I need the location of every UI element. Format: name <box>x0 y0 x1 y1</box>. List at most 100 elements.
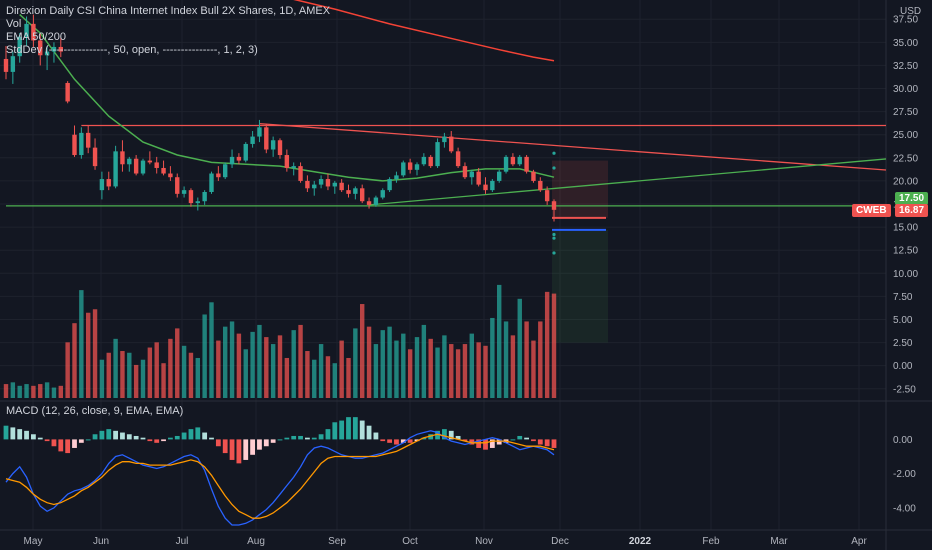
candle-body <box>44 51 50 56</box>
volume-bar <box>24 384 29 398</box>
volume-bar <box>264 337 269 398</box>
candle-body <box>421 156 427 165</box>
candle-body <box>449 136 454 152</box>
macd-histogram-bar <box>106 429 112 440</box>
volume-bar <box>531 340 536 398</box>
candle-body <box>462 166 468 178</box>
candle-body <box>312 184 317 189</box>
macd-histogram-bar <box>65 439 71 454</box>
macd-histogram-bar <box>551 439 557 448</box>
candle-body <box>428 156 433 167</box>
candle-body <box>51 46 57 52</box>
macd-histogram-bar <box>455 435 461 440</box>
volume-bar <box>414 337 420 398</box>
macd-histogram-bar <box>161 439 166 442</box>
macd-histogram-bar <box>428 434 434 440</box>
price-tick-label: 15.00 <box>893 223 918 234</box>
volume-bar <box>380 330 385 398</box>
volume-bar <box>524 321 529 398</box>
candle-body <box>497 171 502 181</box>
chart-title: Direxion Daily CSI China Internet Index … <box>6 5 331 17</box>
macd-histogram-bar <box>476 439 482 448</box>
volume-bar <box>538 321 543 398</box>
volume-bar <box>284 357 290 398</box>
volume-bar <box>442 335 447 398</box>
candle-body <box>86 132 91 148</box>
volume-bar <box>449 344 454 398</box>
macd-histogram-bar <box>236 439 242 464</box>
macd-histogram-bar <box>400 439 406 443</box>
macd-histogram-bar <box>243 439 249 460</box>
macd-histogram-bar <box>346 417 351 440</box>
candle-body <box>236 156 242 161</box>
price-tick-label: 25.00 <box>893 130 918 141</box>
price-tick-label: 37.50 <box>893 15 918 26</box>
candle-body <box>168 173 173 178</box>
volume-bar <box>277 335 283 398</box>
volume-bar <box>401 333 406 398</box>
candle-body <box>92 147 98 167</box>
macd-histogram-bar <box>202 432 208 440</box>
candle-body <box>401 162 406 176</box>
trendline <box>368 158 887 206</box>
macd-tick-label: -4.00 <box>893 503 916 514</box>
macd-histogram-bar <box>387 439 392 443</box>
volume-bar <box>373 344 379 398</box>
macd-histogram-bar <box>298 435 303 440</box>
macd-histogram-bar <box>209 437 214 440</box>
candle-body <box>524 156 529 172</box>
price-tick-label: 22.50 <box>893 153 918 164</box>
volume-bar <box>421 324 427 398</box>
volume-bar <box>544 291 550 398</box>
candle-body <box>435 142 440 167</box>
candle-body <box>298 166 303 181</box>
candle-body <box>510 156 516 165</box>
candle-body <box>544 190 550 202</box>
candle-body <box>394 175 399 180</box>
macd-histogram-bar <box>510 439 516 441</box>
volume-bar <box>65 342 70 398</box>
stddev-dot <box>552 166 556 170</box>
candle-body <box>72 134 77 156</box>
macd-histogram-bar <box>496 439 502 445</box>
macd-histogram-bar <box>92 434 98 440</box>
macd-histogram-bar <box>263 439 269 447</box>
volume-bar <box>257 324 262 398</box>
macd-histogram-bar <box>44 439 50 442</box>
candle-body <box>154 162 159 168</box>
candle-body <box>360 188 365 202</box>
volume-bar <box>462 344 468 398</box>
price-badge-green: 17.50 <box>895 192 929 205</box>
candle-body <box>188 190 194 204</box>
candle-body <box>503 156 509 172</box>
volume-bar <box>31 385 36 398</box>
price-tick-label: 10.00 <box>893 269 918 280</box>
macd-histogram-bar <box>257 439 262 450</box>
candle-body <box>223 164 228 178</box>
stddev-legend: StdDev (----------------, 50, open, ----… <box>6 44 258 56</box>
macd-histogram-bar <box>78 439 84 443</box>
volume-bar <box>168 338 173 398</box>
time-tick-label: Nov <box>475 536 493 547</box>
macd-histogram-bar <box>17 429 23 440</box>
ema-50-line <box>19 14 555 182</box>
volume-bar <box>483 345 488 398</box>
price-badge-red: 16.87 <box>895 204 929 217</box>
candle-body <box>133 158 139 174</box>
macd-histogram-bar <box>544 439 550 447</box>
candle-body <box>79 132 84 156</box>
macd-histogram-bar <box>140 437 146 440</box>
vol-legend: Vol <box>6 18 22 30</box>
macd-tick-label: -2.00 <box>893 469 916 480</box>
candle-body <box>38 40 43 56</box>
candle-body <box>65 82 70 102</box>
time-tick-label: Oct <box>402 536 418 547</box>
time-tick-label: 2022 <box>629 536 652 547</box>
macd-histogram-bar <box>421 437 427 440</box>
reward-zone <box>552 229 608 343</box>
candle-body <box>291 166 296 168</box>
volume-bar <box>106 352 111 398</box>
macd-histogram-bar <box>407 439 413 443</box>
volume-bar <box>387 326 392 398</box>
